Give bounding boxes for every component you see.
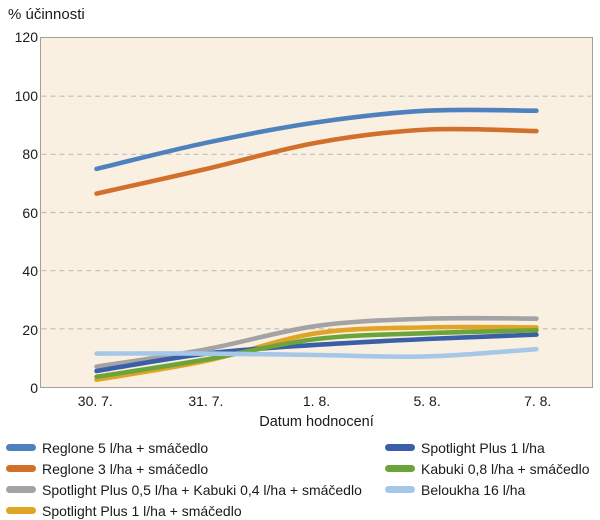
legend-item: Spotlight Plus 0,5 l/ha + Kabuki 0,4 l/h… [6,479,362,500]
series-line-4 [94,332,539,374]
legend-item: Reglone 5 l/ha + smáčedlo [6,437,362,458]
line-chart-canvas [41,95,592,383]
legend-item: Reglone 3 l/ha + smáčedlo [6,458,362,479]
legend-label: Spotlight Plus 1 l/ha [421,439,545,456]
x-tick-label: 31. 7. [188,393,224,409]
legend-label: Beloukha 16 l/ha [421,481,526,498]
legend-swatch-icon [6,486,36,493]
series-line-5 [94,328,539,380]
series-line-1 [94,126,539,196]
legend-item: Beloukha 16 l/ha [385,479,590,500]
y-tick-label: 60 [22,204,38,221]
legend-label: Spotlight Plus 1 l/ha + smáčedlo [42,502,242,519]
y-tick-label: 120 [14,29,38,45]
series-line-3 [94,324,539,383]
plot-area [40,37,593,388]
series-line-6 [94,346,539,360]
legend-column-left: Reglone 5 l/ha + smáčedlo Reglone 3 l/ha … [6,437,362,520]
x-tick-label: 1. 8. [302,393,331,409]
legend-swatch-icon [385,486,415,493]
y-tick-label: 80 [22,146,38,162]
y-tick-label: 20 [22,321,38,338]
legend-swatch-icon [6,507,36,514]
legend-label: Reglone 5 l/ha + smáčedlo [42,439,209,456]
y-tick-label: 40 [22,263,38,279]
y-tick-label: 100 [14,87,38,104]
legend-item: Spotlight Plus 1 l/ha + smáčedlo [6,500,362,520]
x-tick-label: 30. 7. [77,393,113,409]
legend-label: Reglone 3 l/ha + smáčedlo [42,460,209,477]
legend-item: Kabuki 0,8 l/ha + smáčedlo [385,458,590,479]
x-axis-title: Datum hodnocení [259,414,374,430]
x-tick-label: 5. 8. [413,393,441,409]
legend-swatch-icon [385,465,415,472]
series-line-0 [94,107,539,172]
legend-label: Kabuki 0,8 l/ha + smáčedlo [421,460,590,477]
legend-column-right: Spotlight Plus 1 l/ha Kabuki 0,8 l/ha + s… [385,437,590,500]
legend-swatch-icon [6,465,36,472]
legend-swatch-icon [6,444,36,451]
legend-swatch-icon [385,444,415,451]
x-tick-label: 7. 8. [524,393,552,409]
legend-label: Spotlight Plus 0,5 l/ha + Kabuki 0,4 l/h… [42,481,362,498]
y-tick-label: 0 [30,380,38,396]
legend-item: Spotlight Plus 1 l/ha [385,437,590,458]
y-axis-title: % účinnosti [8,6,85,23]
